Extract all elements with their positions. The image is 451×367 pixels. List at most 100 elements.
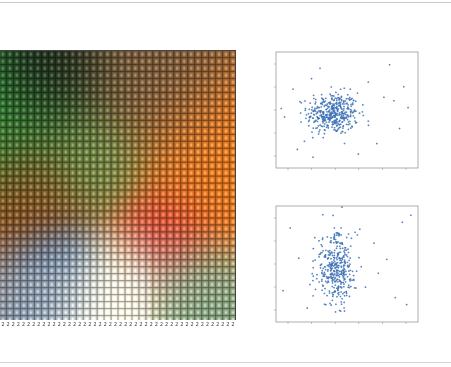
scatter-point: [317, 133, 320, 135]
scatter-point: [388, 63, 391, 66]
scatter-point: [343, 291, 346, 294]
scatter-point: [315, 112, 318, 115]
scatter-point: [351, 111, 354, 114]
scatter-point: [332, 293, 335, 296]
scatter-point: [321, 245, 324, 248]
heatmap-x-tick-label: 2: [108, 322, 112, 328]
scatter-point: [339, 126, 342, 129]
scatter-plot-top: [274, 51, 419, 170]
scatter-point: [339, 283, 342, 285]
scatter-point: [398, 127, 401, 130]
scatter-point: [346, 106, 349, 108]
scatter-point: [330, 269, 332, 271]
scatter-point: [323, 123, 326, 125]
scatter-point: [349, 115, 352, 118]
scatter-point: [319, 264, 322, 267]
scatter-point: [355, 121, 358, 124]
scatter-point: [333, 254, 336, 257]
scatter-point: [340, 291, 342, 293]
scatter-point: [346, 261, 349, 264]
scatter-point: [340, 234, 343, 236]
scatter-point: [357, 153, 360, 155]
scatter-point: [333, 103, 335, 106]
scatter-point: [336, 245, 339, 248]
scatter-point: [339, 106, 342, 109]
scatter-point: [317, 110, 320, 112]
scatter-point: [342, 101, 345, 104]
scatter-point: [330, 111, 333, 113]
scatter-point: [316, 120, 319, 123]
heatmap-x-tick-label: 2: [221, 322, 225, 328]
scatter-point: [340, 95, 343, 98]
scatter-point: [343, 267, 345, 270]
scatter-point: [350, 237, 353, 240]
heatmap-x-tick-label: 2: [195, 322, 199, 328]
scatter-point: [311, 106, 314, 109]
scatter-point: [319, 114, 321, 117]
scatter-point: [360, 265, 363, 268]
scatter-point: [348, 96, 351, 99]
scatter-point: [346, 107, 349, 110]
heatmap-x-tick-label: 2: [83, 322, 87, 328]
scatter-point: [317, 124, 320, 127]
scatter-point: [346, 114, 349, 116]
scatter-point: [336, 289, 339, 292]
heatmap-x-tick-label: 2: [231, 322, 235, 328]
scatter-point: [317, 118, 320, 120]
scatter-point: [328, 292, 331, 294]
heatmap-x-tick-label: 2: [16, 322, 20, 328]
scatter-point: [353, 110, 356, 113]
scatter-point: [352, 99, 355, 102]
scatter-point: [330, 236, 332, 239]
scatter-point: [310, 112, 313, 114]
heatmap-x-tick-label: 2: [11, 322, 15, 328]
scatter-point: [340, 273, 343, 276]
scatter-point: [328, 118, 331, 121]
scatter-point: [340, 270, 343, 273]
scatter-point: [329, 115, 332, 118]
scatter-point: [325, 116, 328, 119]
scatter-point: [327, 254, 330, 256]
heatmap-x-tick-label: 2: [72, 322, 77, 328]
scatter-point: [339, 295, 342, 298]
scatter-point: [314, 259, 317, 262]
scatter-point: [297, 257, 300, 260]
heatmap-x-tick-label: 2: [154, 322, 158, 328]
scatter-point: [343, 103, 345, 105]
heatmap-x-tick-label: 2: [113, 322, 118, 328]
scatter-point: [344, 253, 346, 256]
scatter-point: [350, 105, 353, 108]
scatter-point: [333, 237, 335, 240]
scatter-point: [407, 106, 409, 109]
scatter-point: [337, 108, 340, 110]
scatter-point: [345, 254, 348, 256]
scatter-point: [354, 120, 356, 123]
scatter-point: [327, 250, 329, 253]
heatmap-x-tick-label: 2: [42, 322, 46, 328]
scatter-point: [351, 103, 354, 106]
scatter-point: [331, 280, 333, 282]
scatter-point: [348, 98, 351, 101]
scatter-point: [338, 270, 341, 273]
scatter-point: [311, 272, 314, 275]
scatter-point: [349, 88, 352, 91]
scatter-point: [331, 267, 334, 270]
heatmap-x-tick-label: 2: [144, 322, 148, 328]
scatter-point: [333, 235, 336, 238]
heatmap-x-tick-label: 2: [139, 322, 143, 328]
scatter-point: [332, 276, 335, 278]
scatter-point: [321, 125, 324, 128]
scatter-point: [343, 294, 346, 297]
scatter-point: [314, 102, 317, 105]
scatter-point: [340, 98, 343, 101]
heatmap-x-tick-label: 2: [180, 322, 184, 328]
scatter-point: [354, 110, 357, 113]
heatmap-x-tick-label: 2: [170, 322, 174, 328]
scatter-point: [333, 286, 335, 289]
scatter-point: [336, 265, 338, 268]
scatter-point: [321, 289, 324, 292]
scatter-point: [310, 108, 313, 111]
scatter-point: [324, 249, 327, 252]
heatmap-x-tick-label: 2: [190, 322, 194, 328]
scatter-point: [331, 295, 334, 298]
